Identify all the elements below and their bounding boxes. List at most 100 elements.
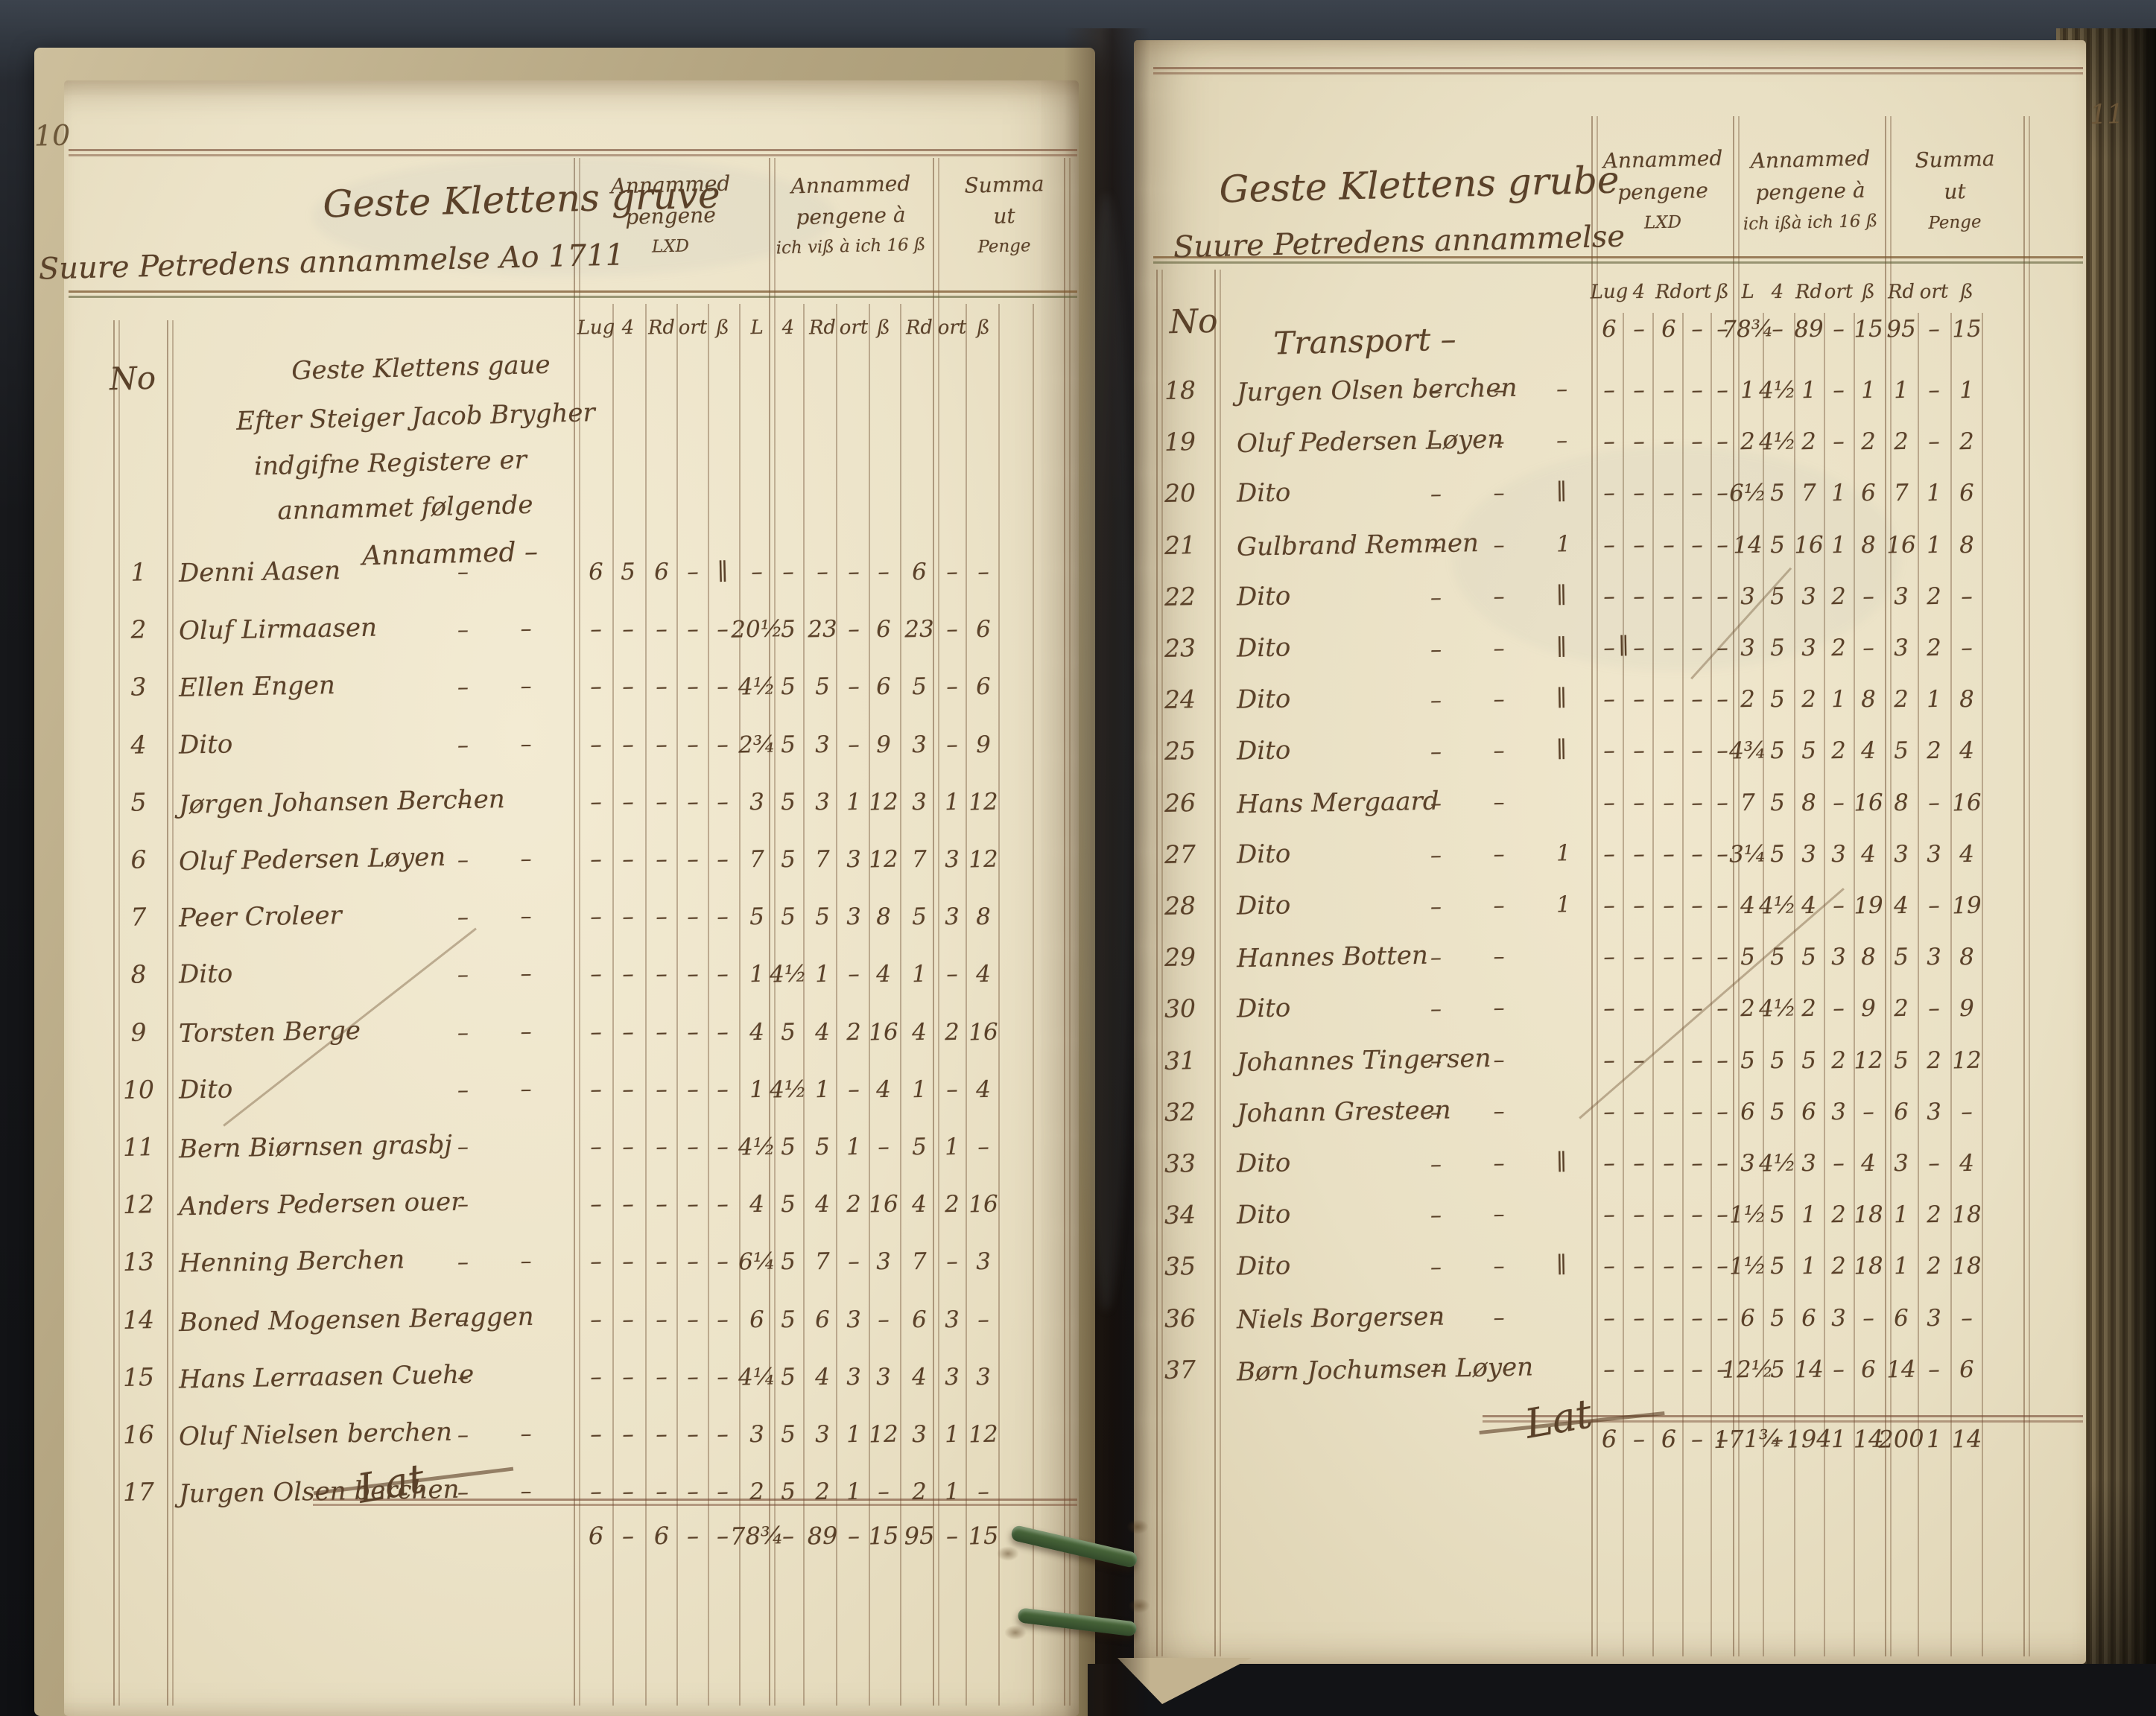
amount-cell: – bbox=[1716, 840, 1729, 868]
amount-cell: – bbox=[1602, 480, 1616, 507]
transport-cell: – bbox=[1832, 315, 1845, 343]
amount-cell: 4 bbox=[1959, 840, 1975, 868]
amount-cell: – bbox=[1632, 480, 1646, 507]
amount-cell: 3 bbox=[1801, 634, 1817, 662]
amount-cell: – bbox=[1690, 1098, 1704, 1125]
column-group-header: pengene bbox=[624, 203, 717, 229]
amount-cell: – bbox=[847, 731, 860, 758]
amount-cell: – bbox=[1632, 995, 1646, 1023]
amount-cell: 5 bbox=[814, 673, 831, 701]
amount-cell: 3 bbox=[911, 1420, 928, 1449]
column-rule bbox=[1950, 313, 1952, 1656]
amount-cell: – bbox=[655, 788, 668, 816]
amount-cell: 14 bbox=[1732, 531, 1763, 559]
amount-cell: – bbox=[621, 1420, 635, 1449]
column-rule bbox=[739, 304, 741, 1706]
amount-cell: 2 bbox=[749, 1478, 765, 1506]
amount-cell: – bbox=[1690, 737, 1704, 765]
amount-cell: 2 bbox=[1740, 428, 1756, 456]
amount-cell: 16 bbox=[968, 1018, 999, 1046]
subcolumn-header: Rd bbox=[808, 316, 837, 340]
entry-name: Anders Pedersen ouer bbox=[178, 1186, 463, 1222]
total-cell: – bbox=[686, 1521, 700, 1551]
amount-cell: – bbox=[686, 961, 700, 988]
amount-cell: 2 bbox=[1959, 428, 1975, 456]
trail-dashes: – – bbox=[457, 1017, 554, 1046]
column-group-header: Summa bbox=[964, 171, 1044, 198]
amount-cell: – bbox=[1832, 995, 1845, 1023]
amount-cell: – bbox=[621, 1363, 635, 1391]
subcolumn-header: 4 bbox=[1632, 280, 1646, 304]
amount-cell: 3 bbox=[975, 1248, 992, 1276]
amount-cell: – bbox=[655, 1420, 668, 1449]
row-number: 21 bbox=[1164, 530, 1196, 560]
row-number: 32 bbox=[1164, 1096, 1196, 1127]
amount-cell: – bbox=[589, 1363, 603, 1391]
transport-cell: 6 bbox=[1601, 315, 1617, 343]
row-number: 18 bbox=[1164, 375, 1196, 406]
amount-cell: – bbox=[816, 558, 829, 586]
amount-cell: 2 bbox=[1830, 737, 1847, 765]
amount-cell: 4½ bbox=[1758, 892, 1797, 920]
amount-cell: 6¼ bbox=[738, 1248, 776, 1276]
amount-cell: 6 bbox=[975, 673, 992, 701]
amount-cell: 3¼ bbox=[1728, 840, 1767, 868]
amount-cell: 16 bbox=[1886, 531, 1917, 559]
amount-cell: 3 bbox=[944, 903, 960, 931]
total-cell: – bbox=[945, 1521, 959, 1551]
amount-cell: – bbox=[945, 673, 959, 701]
amount-cell: 4½ bbox=[738, 1133, 776, 1161]
amount-cell: – bbox=[1632, 1046, 1646, 1074]
column-rule bbox=[1033, 304, 1034, 1706]
amount-cell: – bbox=[1602, 428, 1616, 456]
row-number: 3 bbox=[130, 672, 147, 702]
amount-cell: 12½ bbox=[1721, 1355, 1775, 1384]
entry-name: Jurgen Olsen berchen bbox=[178, 1474, 460, 1510]
row-number: 35 bbox=[1164, 1251, 1196, 1282]
amount-cell: – bbox=[655, 1306, 668, 1333]
amount-cell: – bbox=[686, 731, 700, 758]
column-rule bbox=[803, 304, 805, 1706]
row-number: 34 bbox=[1164, 1200, 1196, 1230]
amount-cell: 5 bbox=[1769, 582, 1786, 611]
amount-cell: 1 bbox=[1801, 376, 1817, 404]
amount-cell: 12 bbox=[968, 845, 999, 874]
entry-name: Dito bbox=[1236, 477, 1291, 509]
amount-cell: 1 bbox=[749, 1075, 765, 1104]
column-rule bbox=[2023, 116, 2030, 1656]
amount-cell: 5 bbox=[911, 903, 928, 931]
amount-cell: 1½ bbox=[1728, 1252, 1767, 1280]
amount-cell: 6 bbox=[653, 558, 670, 586]
amount-cell: – bbox=[686, 903, 700, 931]
amount-cell: – bbox=[977, 558, 990, 586]
amount-cell: 3 bbox=[749, 788, 765, 816]
amount-cell: – bbox=[1662, 789, 1675, 816]
amount-cell: 1 bbox=[814, 1075, 831, 1104]
amount-cell: 6 bbox=[814, 1306, 831, 1333]
amount-cell: 1 bbox=[1959, 376, 1975, 404]
row-number: 36 bbox=[1164, 1303, 1196, 1333]
amount-cell: 1 bbox=[944, 1478, 960, 1506]
trail-dashes: – bbox=[1430, 1356, 1465, 1383]
column-rule bbox=[869, 304, 870, 1706]
row-number: 10 bbox=[122, 1074, 155, 1105]
amount-cell: – bbox=[589, 1133, 603, 1161]
column-group-header: Annammed bbox=[1750, 145, 1871, 174]
amount-cell: 5 bbox=[911, 673, 928, 701]
amount-cell: 2 bbox=[1893, 428, 1909, 456]
amount-cell: 2 bbox=[846, 1018, 862, 1046]
trail-dashes: – – bbox=[1430, 994, 1527, 1023]
amount-cell: – bbox=[847, 558, 860, 586]
total-cell: 6 bbox=[1661, 1424, 1677, 1454]
column-group-header: ich ißà ich 16 ß bbox=[1743, 211, 1878, 235]
amount-cell: 5 bbox=[780, 1190, 796, 1218]
entry-name: Dito bbox=[1236, 1251, 1291, 1283]
amount-cell: 2 bbox=[1830, 582, 1847, 611]
total-cell: – bbox=[1690, 1424, 1704, 1454]
amount-cell: 3 bbox=[911, 731, 928, 758]
amount-cell: 3 bbox=[1926, 943, 1942, 971]
row-number: 15 bbox=[122, 1361, 155, 1392]
amount-cell: – bbox=[621, 1478, 635, 1506]
amount-cell: 16 bbox=[1853, 789, 1884, 817]
row-number: 17 bbox=[122, 1477, 155, 1507]
